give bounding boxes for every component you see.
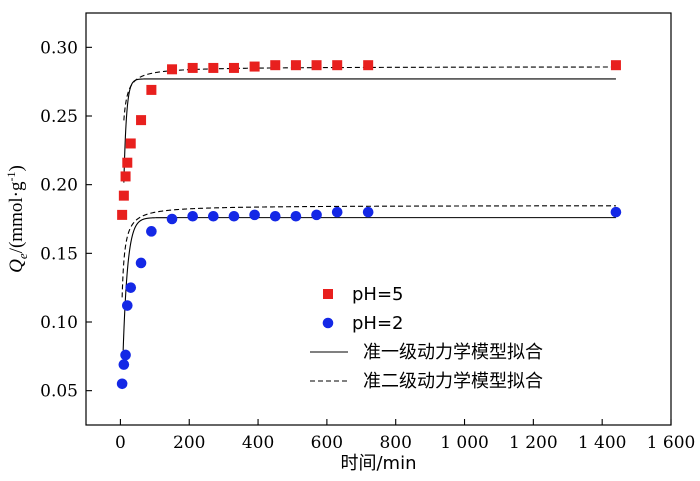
ph2-data-point bbox=[228, 210, 240, 222]
ph2-data-point bbox=[121, 300, 133, 311]
y-axis-title-unit: /(mmol·g bbox=[6, 181, 27, 253]
y-tick-label: 0.05 bbox=[40, 382, 78, 402]
ph5-data-point bbox=[332, 60, 343, 71]
x-axis-title: 时间/min bbox=[340, 453, 416, 474]
y-axis-title-symbol: Q bbox=[6, 259, 27, 273]
ph2-data-point bbox=[146, 226, 157, 237]
legend-label: 准二级动力学模型拟合 bbox=[363, 371, 543, 392]
x-axis-ticks: 0 200 400 600 800 1 000 1 200 1 400 1 600 bbox=[115, 419, 695, 453]
x-tick-label: 800 bbox=[379, 433, 411, 453]
x-tick-label: 400 bbox=[242, 433, 274, 453]
y-tick-label: 0.30 bbox=[40, 38, 78, 58]
y-tick-label: 0.15 bbox=[40, 244, 78, 264]
x-tick-label: 0 bbox=[115, 433, 126, 453]
ph2-data-point bbox=[166, 213, 178, 225]
second-order-fit-line bbox=[123, 66, 616, 121]
ph5-data-point bbox=[187, 62, 198, 73]
ph5-data-point bbox=[122, 157, 133, 168]
ph2-data-point bbox=[125, 282, 137, 293]
ph2-data-point bbox=[187, 210, 198, 222]
y-axis-title-subscript: e bbox=[15, 253, 30, 259]
ph2-data-point bbox=[120, 349, 131, 361]
ph2-data-point bbox=[269, 210, 281, 222]
plot-frame bbox=[85, 12, 672, 426]
y-tick-label: 0.20 bbox=[40, 176, 78, 196]
data-points bbox=[116, 60, 622, 390]
ph5-data-point bbox=[228, 62, 239, 73]
x-tick-label: 1 000 bbox=[440, 433, 489, 453]
legend-label: pH=2 bbox=[352, 313, 404, 334]
y-axis-title: Qe/(mmol·g-1) bbox=[4, 165, 30, 273]
legend-square-marker bbox=[323, 289, 333, 299]
ph5-data-point bbox=[208, 62, 219, 73]
ph5-data-point bbox=[270, 60, 281, 71]
ph5-data-point bbox=[290, 60, 301, 71]
x-tick-label: 1 400 bbox=[578, 433, 627, 453]
ph5-data-point bbox=[249, 61, 260, 72]
ph2-data-point bbox=[249, 209, 260, 221]
ph5-data-point bbox=[167, 64, 178, 75]
y-axis-title-superscript: -1 bbox=[4, 172, 18, 182]
first-order-fit-line bbox=[123, 78, 616, 183]
x-tick-label: 200 bbox=[173, 433, 205, 453]
ph2-data-point bbox=[311, 209, 322, 221]
ph2-data-point bbox=[610, 206, 622, 218]
ph5-data-point bbox=[136, 115, 147, 126]
ph5-data-point bbox=[120, 171, 131, 182]
y-axis-ticks: 0.05 0.10 0.15 0.20 0.25 0.30 bbox=[40, 38, 92, 402]
ph2-data-point bbox=[331, 206, 343, 218]
y-tick-label: 0.10 bbox=[40, 313, 78, 333]
second-order-fit-line bbox=[121, 205, 616, 298]
legend-label: 准一级动力学模型拟合 bbox=[363, 342, 543, 363]
x-tick-label: 1 600 bbox=[647, 433, 696, 453]
ph2-data-point bbox=[116, 378, 128, 390]
ph5-data-point bbox=[118, 190, 129, 201]
ph2-data-point bbox=[208, 210, 219, 222]
legend-label: pH=5 bbox=[352, 284, 404, 305]
legend-circle-marker bbox=[322, 317, 334, 329]
ph5-data-point bbox=[610, 60, 621, 71]
ph2-data-point bbox=[118, 359, 130, 370]
ph2-data-point bbox=[362, 206, 374, 218]
y-tick-label: 0.25 bbox=[40, 107, 78, 127]
ph5-data-point bbox=[117, 209, 128, 220]
y-axis-title-close: ) bbox=[6, 165, 27, 171]
ph5-data-point bbox=[125, 138, 136, 149]
ph5-data-point bbox=[363, 60, 374, 71]
ph5-data-point bbox=[146, 84, 157, 95]
x-tick-label: 1 200 bbox=[509, 433, 558, 453]
ph2-data-point bbox=[290, 210, 302, 222]
ph2-data-point bbox=[135, 257, 147, 269]
ph5-data-point bbox=[311, 60, 322, 71]
x-tick-label: 600 bbox=[311, 433, 343, 453]
